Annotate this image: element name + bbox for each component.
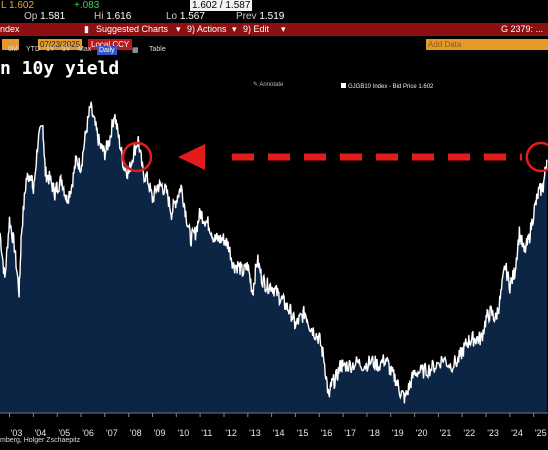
index-label[interactable]: ndex	[0, 24, 20, 34]
x-tick-label: '05	[58, 428, 70, 438]
table-icon[interactable]: ▦	[132, 47, 139, 54]
legend-swatch	[341, 83, 346, 88]
prev-value: Prev 1.519	[236, 11, 285, 22]
x-tick-label: '23	[487, 428, 499, 438]
toolbar: ndex ▮ Suggested Charts ▾ 9) Actions ▾ 9…	[0, 23, 548, 36]
source-credit: mberg, Holger Zschaepitz	[0, 437, 81, 444]
x-tick-label: '21	[440, 428, 452, 438]
range-ytd[interactable]: YTD	[26, 46, 40, 53]
chart-legend: GJGB10 Index - Bid Price 1.602	[341, 83, 433, 90]
chart-icon: ▮	[84, 24, 89, 34]
circle-marker-2008	[121, 141, 153, 173]
low-value: Lo 1.567	[166, 11, 205, 22]
high-value: Hi 1.616	[94, 11, 132, 22]
x-tick-label: '11	[201, 428, 212, 438]
x-tick-label: '14	[273, 428, 285, 438]
open-value: Op 1.581	[24, 11, 66, 22]
arrow-head	[178, 144, 205, 170]
x-tick-label: '20	[416, 428, 428, 438]
date-field-start[interactable]	[2, 39, 20, 50]
chevron-down-icon: ▾	[176, 24, 181, 34]
edit-button[interactable]: 9) Edit	[243, 24, 270, 34]
x-tick-label: '16	[321, 428, 333, 438]
add-data-button[interactable]: Add Data	[426, 39, 548, 50]
chart-title: n 10y yield	[0, 58, 120, 79]
x-tick-label: '15	[297, 428, 309, 438]
x-tick-label: '09	[154, 428, 166, 438]
frequency-select[interactable]: Daily	[97, 46, 117, 55]
x-tick-label: '19	[392, 428, 404, 438]
circle-marker-2025	[525, 141, 548, 173]
annotate-button[interactable]: ✎ Annotate	[253, 82, 284, 88]
x-tick-label: '22	[463, 428, 475, 438]
quote-line-1: L 1.602 +.083 1.602 / 1.587	[0, 0, 548, 11]
x-tick-label: '12	[225, 428, 237, 438]
last-price: L 1.602	[1, 0, 35, 11]
net-change: +.083	[74, 0, 100, 11]
x-tick-label: '04	[35, 428, 47, 438]
actions-button[interactable]: 9) Actions	[187, 24, 227, 34]
pencil-icon: ✎	[253, 82, 260, 88]
quote-line-2: Op 1.581 Hi 1.616 Lo 1.567 Prev 1.519	[0, 11, 548, 23]
date-bar: 07/23/2025 Local CCY Add Data	[0, 37, 548, 53]
x-tick-label: '25	[535, 428, 547, 438]
x-tick-label: '24	[511, 428, 523, 438]
bid-ask: 1.602 / 1.587	[190, 0, 253, 11]
x-tick-label: '10	[178, 428, 190, 438]
range-1y[interactable]: 1Y	[46, 46, 55, 53]
table-button[interactable]: Table	[149, 46, 166, 53]
date-field-end[interactable]: 07/23/2025	[38, 39, 83, 50]
chevron-down-icon: ▾	[232, 24, 237, 34]
suggested-charts-button[interactable]: Suggested Charts	[96, 24, 169, 34]
series-area	[0, 101, 547, 413]
x-tick-label: '07	[106, 428, 118, 438]
x-tick-label: '13	[249, 428, 261, 438]
chart-id[interactable]: G 2379: ...	[501, 24, 544, 34]
range-max[interactable]: Max	[78, 46, 92, 53]
range-6m[interactable]: 6M	[8, 46, 18, 53]
x-tick-label: '18	[368, 428, 380, 438]
chevron-down-icon: ▾	[281, 24, 286, 34]
range-5y[interactable]: 5Y	[62, 46, 71, 53]
x-tick-label: '06	[82, 428, 94, 438]
x-tick-label: '17	[344, 428, 356, 438]
currency-select[interactable]: Local CCY	[88, 39, 133, 50]
x-tick-label: '03	[11, 428, 23, 438]
x-tick-label: '08	[130, 428, 142, 438]
series-line	[0, 101, 548, 404]
